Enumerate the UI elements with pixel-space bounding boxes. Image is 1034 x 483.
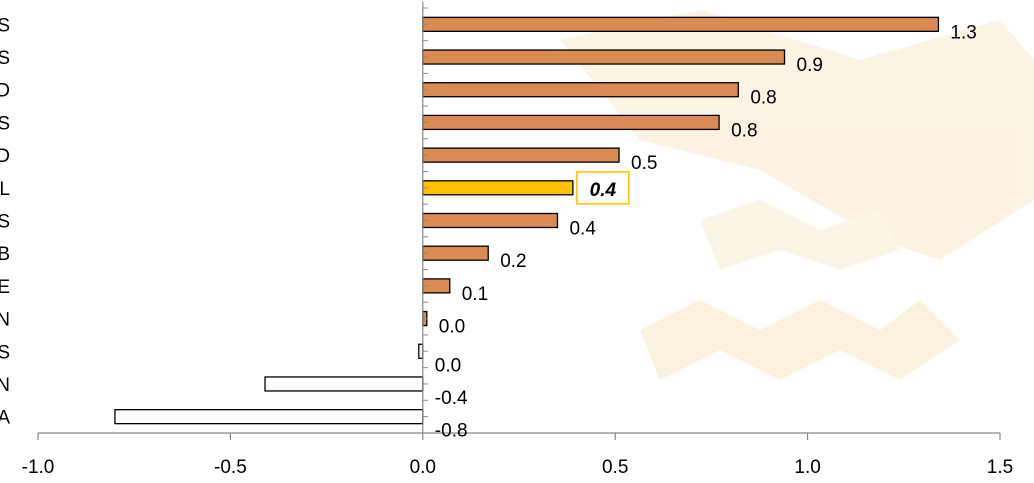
category-label: S — [0, 48, 10, 69]
bar — [264, 376, 424, 392]
value-label: 0.0 — [439, 317, 465, 338]
category-label: S — [0, 212, 10, 233]
x-tick-label: 0.0 — [410, 457, 436, 478]
category-label: A — [0, 408, 10, 429]
category-label: B — [0, 244, 10, 265]
category-label: L — [0, 179, 10, 200]
labels-layer: S 1.3 S 0.9 D 0.8 S 0.8 D 0.5 L 0.4 S 0.4 B 0.2 E 0.1 N 0.0… — [0, 15, 977, 441]
bar — [422, 49, 786, 65]
bar — [422, 147, 620, 163]
value-label: 0.5 — [631, 153, 657, 174]
x-tick-label: -0.5 — [214, 457, 247, 478]
x-tick-label: 1.0 — [794, 457, 820, 478]
category-label: N — [0, 310, 10, 331]
highlight-value-box — [576, 171, 630, 205]
bar — [422, 114, 720, 131]
x-tick-label: 0.5 — [602, 457, 628, 478]
category-label: S — [0, 15, 10, 36]
category-label: E — [0, 277, 10, 298]
category-label: S — [0, 342, 10, 363]
value-label: 0.1 — [462, 284, 488, 305]
bar — [422, 245, 489, 261]
watermark-emblem — [560, 10, 1034, 380]
bar — [422, 82, 739, 98]
category-label: D — [0, 81, 10, 102]
value-label: 0.8 — [750, 88, 776, 109]
value-label: -0.8 — [435, 421, 468, 442]
x-tick-label: 1.5 — [987, 457, 1013, 478]
bar — [422, 212, 559, 229]
value-label: 0.8 — [731, 120, 757, 141]
value-label: 0.0 — [435, 355, 461, 376]
axes-layer: -1.0 -0.5 0.0 0.5 1.0 1.5 — [22, 2, 1013, 478]
category-label: D — [0, 146, 10, 167]
value-label: 1.3 — [950, 22, 976, 43]
value-label: 0.4 — [590, 180, 617, 201]
bar — [422, 16, 940, 32]
bars-layer — [114, 16, 940, 425]
bar — [422, 180, 574, 196]
value-label: 0.9 — [797, 55, 823, 76]
value-label: 0.4 — [569, 219, 596, 240]
category-label: N — [0, 375, 10, 396]
value-label: 0.2 — [500, 251, 526, 272]
category-label: S — [0, 113, 10, 134]
value-label: -0.4 — [435, 388, 468, 409]
x-tick-label: -1.0 — [22, 457, 55, 478]
bar — [114, 409, 424, 425]
